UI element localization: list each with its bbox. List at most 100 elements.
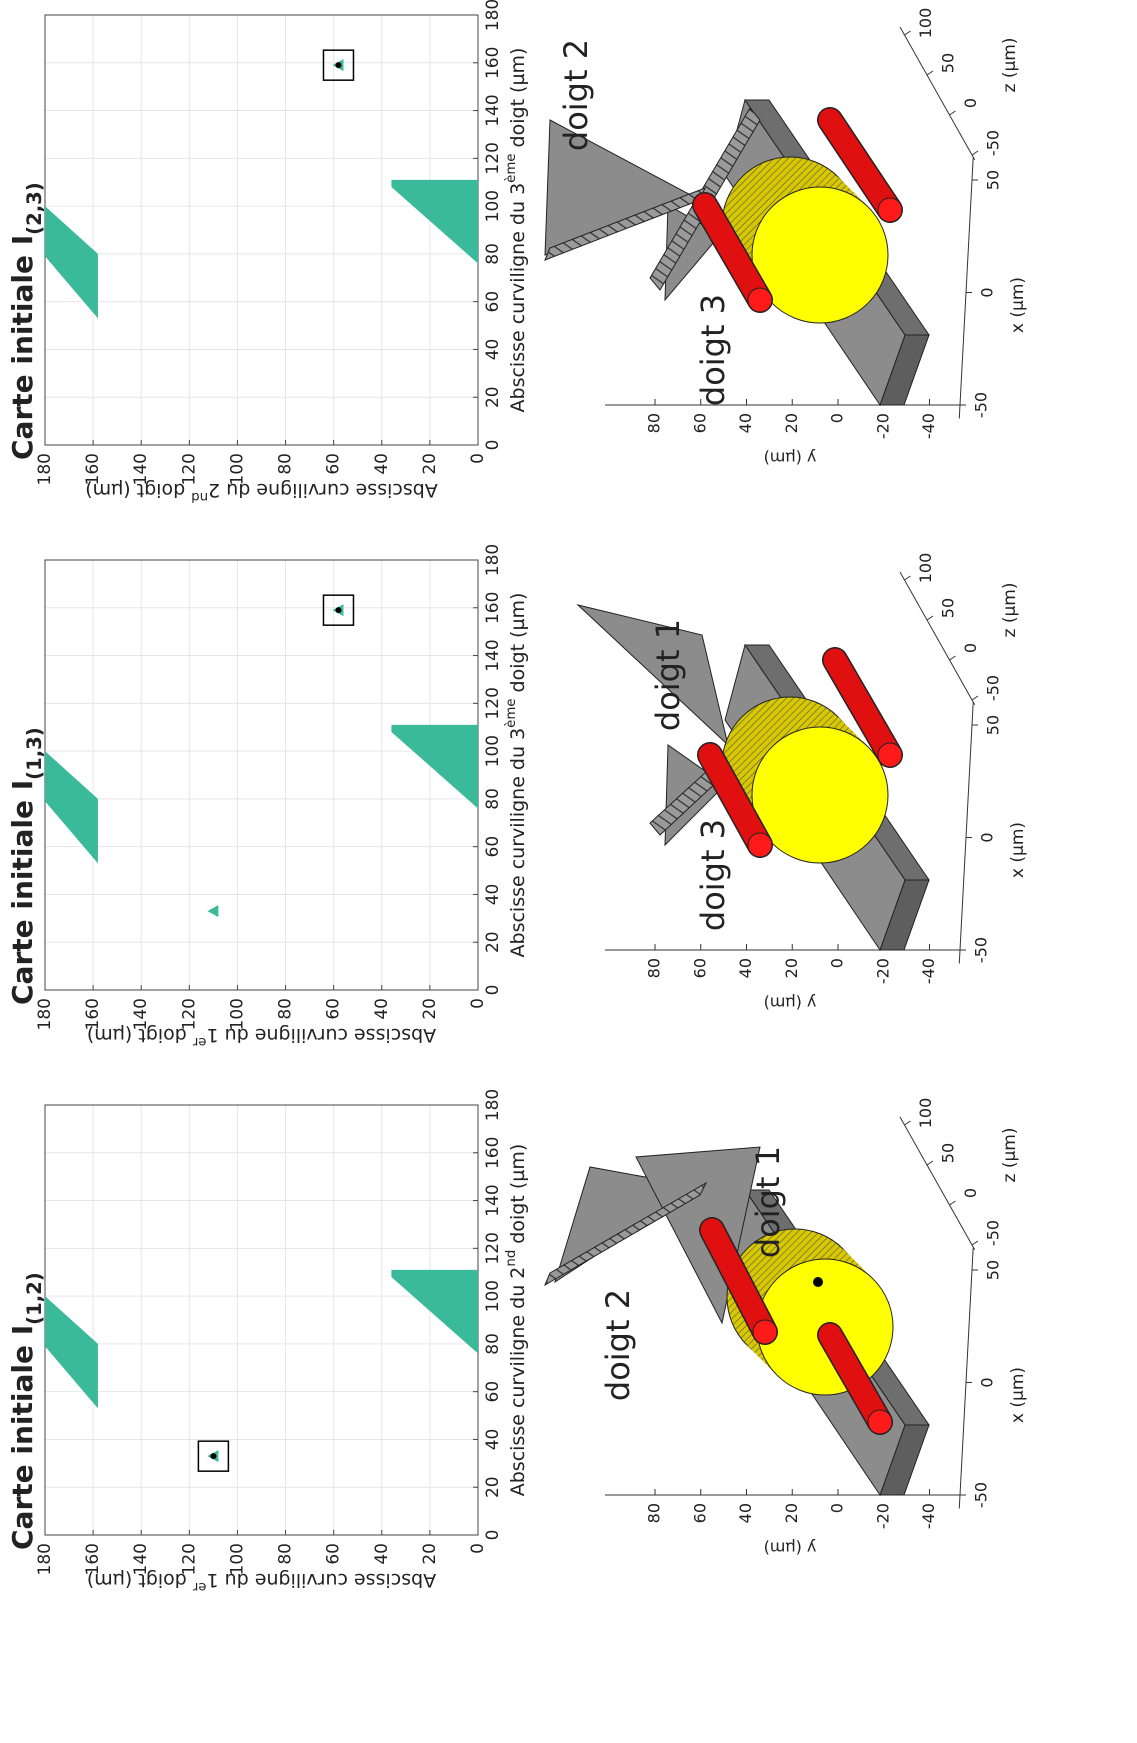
chart-title-main: Carte initiale I (6, 1325, 39, 1550)
y-axis-label: Abscisse curviligne du 1er doigt (µm) (87, 1570, 436, 1595)
x-axis-label-part: doigt (µm) (507, 1144, 529, 1250)
z-tick-label: 100 (916, 1098, 935, 1129)
x-tick-label: 140 (483, 639, 503, 671)
y-tick-label: 40 (372, 1543, 392, 1565)
point-dot (335, 607, 342, 614)
x-tick-label: 140 (483, 1184, 503, 1216)
x-tick-label: 0 (483, 1530, 503, 1541)
rod (700, 1218, 777, 1344)
rod-end (877, 197, 903, 223)
finger-label: doigt 2 (599, 1289, 637, 1401)
y-tick-label: 20 (420, 453, 440, 475)
y-axis-label: Abscisse curviligne du 2nd doigt (µm) (85, 480, 438, 505)
z-axis-line (899, 26, 976, 161)
y-tick-label: 80 (276, 998, 296, 1020)
x-tick-label: 20 (483, 931, 503, 953)
z-tick (949, 1200, 956, 1206)
x-tick-label: 80 (483, 1333, 503, 1355)
x-tick-label: 60 (483, 1381, 503, 1403)
rotated-figure: 0 20 40 60 80 100 120 140 160 180 0 20 40 60 80 100 120 1… (6, 0, 1028, 1595)
z-tick-label: -50 (984, 675, 1003, 701)
x-axis-line (958, 157, 974, 419)
y-tick-label: -20 (873, 413, 892, 439)
rod-end (747, 287, 773, 313)
y-tick-label: 60 (690, 1503, 709, 1523)
z-tick (949, 655, 956, 661)
x-axis-label: Abscisse curviligne du 3ème doigt (µm) (503, 593, 529, 958)
y-tick-label: 0 (828, 413, 847, 423)
y-tick-label: 160 (83, 1543, 103, 1575)
y-axis-label: Abscisse curviligne du 1er doigt (µm) (87, 1025, 436, 1050)
z-tick-label: 100 (916, 8, 935, 39)
x-tick-label: -50 (972, 937, 991, 963)
y-tick-label: -40 (919, 1503, 938, 1529)
y-axis-label: y (µm) (764, 994, 817, 1013)
y-tick-label: -40 (919, 958, 938, 984)
finger-label: doigt 1 (749, 1146, 787, 1258)
region (391, 179, 478, 264)
region (391, 1269, 478, 1354)
z-tick (904, 575, 911, 581)
z-tick (926, 1160, 934, 1166)
z-axis-line (899, 571, 976, 706)
point-dot (210, 1453, 217, 1460)
x-tick-label: 160 (483, 47, 503, 79)
y-axis-label: y (µm) (764, 449, 817, 468)
y-axis-label-part: Abscisse curviligne du 1 (206, 1025, 436, 1047)
z-axis-label: z (µm) (1000, 1128, 1020, 1183)
finger-label: doigt 1 (649, 619, 687, 731)
x-axis-label: x (µm) (1008, 277, 1028, 333)
x-tick-label: 40 (483, 339, 503, 361)
y-axis-label-part: doigt (µm) (87, 1570, 193, 1592)
y-axis-label: y (µm) (764, 1539, 817, 1558)
y-tick-label: -40 (919, 413, 938, 439)
y-tick-label: 60 (324, 453, 344, 475)
finger-label: doigt 3 (694, 819, 732, 931)
y-tick-label: 40 (736, 1503, 755, 1523)
z-tick-label: -50 (984, 130, 1003, 156)
point-box (197, 1440, 230, 1472)
x-tick-label: 80 (483, 243, 503, 265)
x-tick-label: 80 (483, 788, 503, 810)
x-tick-label: 120 (483, 1232, 503, 1264)
y-tick-label: -20 (873, 1503, 892, 1529)
y-tick-label: 160 (83, 453, 103, 485)
x-tick-label: 20 (483, 386, 503, 408)
chart-title: Carte initiale I(2,3) (6, 182, 46, 460)
z-tick-label: 50 (939, 53, 958, 73)
z-tick (904, 1120, 911, 1126)
y-tick-label: 0 (828, 958, 847, 968)
x-axis-label-sup: ème (503, 154, 519, 183)
finger-label: doigt 2 (557, 39, 595, 151)
chart-title-sub: (1,2) (23, 1272, 46, 1325)
z-axis-line (899, 1116, 976, 1251)
x-tick-label: -50 (972, 1482, 991, 1508)
z-tick (926, 615, 934, 621)
z-tick-label: 0 (961, 1188, 980, 1198)
y-tick-label: 120 (179, 453, 199, 485)
rod-end (752, 1319, 778, 1345)
x-tick-label: 180 (483, 0, 503, 31)
x-tick-label: 40 (483, 884, 503, 906)
x-tick-label: 0 (978, 832, 997, 842)
x-axis-line (958, 1247, 974, 1509)
point-box (322, 49, 355, 81)
region (391, 724, 478, 809)
y-axis-label-part: Abscisse curviligne du 1 (206, 1570, 436, 1592)
finger-label: doigt 3 (694, 294, 732, 406)
x-tick-label: 120 (483, 142, 503, 174)
y-tick-label: 0 (468, 998, 488, 1009)
y-tick-label: 160 (83, 998, 103, 1030)
z-tick (949, 110, 956, 116)
y-tick-label: -20 (873, 958, 892, 984)
z-tick (971, 695, 979, 701)
y-tick-label: 20 (420, 1543, 440, 1565)
x-tick-label: 60 (483, 291, 503, 313)
y-tick-label: 20 (782, 958, 801, 978)
x-tick-label: 0 (978, 1377, 997, 1387)
x-tick-label: 0 (483, 985, 503, 996)
y-tick-label: 60 (324, 998, 344, 1020)
x-tick-label: 100 (483, 190, 503, 222)
